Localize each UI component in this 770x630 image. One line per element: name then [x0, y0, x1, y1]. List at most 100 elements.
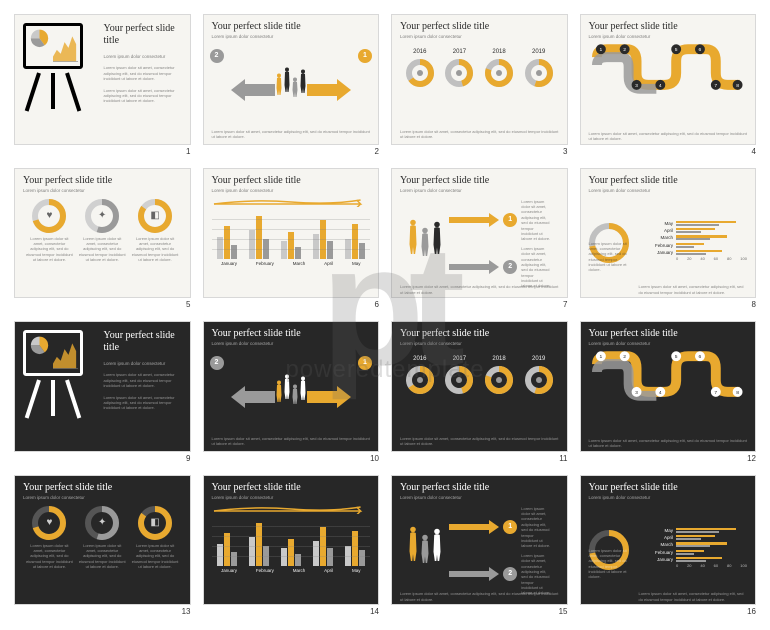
- radial-item: ◧Lorem ipsum dolor sit amet, consectetur…: [131, 506, 179, 570]
- item-text: Lorem ipsum dolor sit amet, consectetur …: [26, 543, 74, 570]
- badge-1: 1: [358, 356, 372, 370]
- slide-cell-6: Your perfect slide titleLorem ipsum dolo…: [203, 168, 380, 310]
- svg-text:8: 8: [736, 390, 739, 396]
- slide-title: Your perfect slide title: [400, 21, 559, 33]
- wave-path: 12345678: [589, 43, 748, 101]
- slide-cell-12: Your perfect slide titleLorem ipsum dolo…: [580, 321, 757, 463]
- slide-subtitle: Lorem ipsum dolor consectetur: [589, 188, 748, 193]
- body-text: Lorem ipsum dolor sit amet, consectetur …: [400, 284, 559, 295]
- slide-subtitle: Lorem ipsum dolor consectetur: [400, 34, 559, 39]
- badge-2: 2: [210, 356, 224, 370]
- year-donut: 2018: [485, 356, 513, 394]
- slide-cell-7: Your perfect slide titleLorem ipsum dolo…: [391, 168, 568, 310]
- heart-icon: ♥: [32, 199, 66, 233]
- slide-10[interactable]: Your perfect slide titleLorem ipsum dolo…: [203, 321, 380, 452]
- slide-number: 7: [391, 300, 568, 309]
- slide-cell-10: Your perfect slide titleLorem ipsum dolo…: [203, 321, 380, 463]
- slide-number: 3: [391, 147, 568, 156]
- arrow-text: Lorem ipsum dolor sit amet, consectetur …: [521, 506, 551, 549]
- badge-1: 1: [358, 49, 372, 63]
- donut-text: Lorem ipsum dolor sit amet, consectetur …: [589, 241, 629, 273]
- slide-subtitle: Lorem ipsum dolor consectetur: [23, 188, 182, 193]
- slide-body: ♥ Lorem ipsum dolor sit amet, consectetur…: [15, 195, 190, 294]
- svg-text:1: 1: [599, 47, 602, 53]
- slide-body: 2016 2017 2018 2019: [392, 348, 567, 447]
- slide-14[interactable]: Your perfect slide titleLorem ipsum dolo…: [203, 475, 380, 606]
- slide-title: Your perfect slide title: [23, 482, 182, 494]
- people-arrows: 1Lorem ipsum dolor sit amet, consectetur…: [400, 504, 559, 599]
- radial-icons: ♥ Lorem ipsum dolor sit amet, consectetur…: [23, 506, 182, 570]
- slide-title: Your perfect slide title: [23, 175, 182, 187]
- badge-2: 2: [210, 49, 224, 63]
- slide-cell-1: Your perfect slide title Lorem ipsum dolo…: [14, 14, 191, 156]
- year-donut: 2016: [406, 49, 434, 87]
- svg-text:4: 4: [658, 390, 661, 396]
- svg-text:3: 3: [635, 83, 638, 89]
- item-text: Lorem ipsum dolor sit amet, consectetur …: [131, 236, 179, 263]
- year-donut: 2018: [485, 49, 513, 87]
- body-text: Lorem ipsum dolor sit amet, consectetur …: [104, 395, 182, 411]
- x-ticks: 020406080100: [676, 564, 747, 569]
- body-text: Lorem ipsum dolor sit amet, consectetur …: [400, 436, 559, 447]
- slide-12[interactable]: Your perfect slide titleLorem ipsum dolo…: [580, 321, 757, 452]
- svg-text:8: 8: [736, 83, 739, 89]
- heart-icon: ♥: [32, 506, 66, 540]
- item-text: Lorem ipsum dolor sit amet, consectetur …: [26, 236, 74, 263]
- slide-number: 4: [580, 147, 757, 156]
- people-arrows: 1Lorem ipsum dolor sit amet, consectetur…: [400, 197, 559, 292]
- slide-body: 21: [204, 348, 379, 447]
- slide-body: 12345678: [581, 41, 756, 140]
- slide-15[interactable]: Your perfect slide title Lorem ipsum dolo…: [391, 475, 568, 606]
- slide-title: Your perfect slide title: [400, 482, 559, 494]
- item-text: Lorem ipsum dolor sit amet, consectetur …: [78, 236, 126, 263]
- trend-arrow: [212, 504, 371, 514]
- slide-number: 15: [391, 607, 568, 616]
- body-text: Lorem ipsum dolor sit amet, consectetur …: [639, 591, 748, 602]
- slide-title: Your perfect slide title: [104, 330, 182, 354]
- trend-arrow: [212, 197, 371, 207]
- slide-1[interactable]: Your perfect slide title Lorem ipsum dolo…: [14, 14, 191, 145]
- arrow-left: [231, 79, 275, 101]
- slide-body: 12345678: [581, 348, 756, 447]
- slide-title: Your perfect slide title: [400, 328, 559, 340]
- radial-item: ✦Lorem ipsum dolor sit amet, consectetur…: [78, 506, 126, 570]
- arrow-badge: 2: [503, 567, 517, 581]
- slide-6[interactable]: Your perfect slide titleLorem ipsum dolo…: [203, 168, 380, 299]
- arrow-text: Lorem ipsum dolor sit amet, consectetur …: [521, 199, 551, 242]
- slide-8[interactable]: Your perfect slide titleLorem ipsum dolo…: [580, 168, 757, 299]
- hbar-chart: May April March February January 0204060…: [651, 221, 747, 263]
- donut-text: Lorem ipsum dolor sit amet, consectetur …: [589, 548, 629, 580]
- slide-body: ♥ Lorem ipsum dolor sit amet, consectetur…: [15, 502, 190, 601]
- slide-13[interactable]: Your perfect slide title Lorem ipsum dolo…: [14, 475, 191, 606]
- slide-9[interactable]: Your perfect slide title Lorem ipsum dolo…: [14, 321, 191, 452]
- hbar-chart: May April March February January 0204060…: [651, 528, 747, 570]
- slide-cell-9: Your perfect slide title Lorem ipsum dolo…: [14, 321, 191, 463]
- item-text: Lorem ipsum dolor sit amet, consectetur …: [131, 543, 179, 570]
- slide-2[interactable]: Your perfect slide titleLorem ipsum dolo…: [203, 14, 380, 145]
- slide-cell-4: Your perfect slide titleLorem ipsum dolo…: [580, 14, 757, 156]
- arrow-text: Lorem ipsum dolor sit amet, consectetur …: [521, 246, 551, 289]
- slide-number: 13: [14, 607, 191, 616]
- body-text: Lorem ipsum dolor sit amet, consectetur …: [400, 129, 559, 140]
- slide-5[interactable]: Your perfect slide titleLorem ipsum dolo…: [14, 168, 191, 299]
- slide-3[interactable]: Your perfect slide titleLorem ipsum dolo…: [391, 14, 568, 145]
- svg-text:4: 4: [658, 83, 661, 89]
- slide-7[interactable]: Your perfect slide titleLorem ipsum dolo…: [391, 168, 568, 299]
- slide-11[interactable]: Your perfect slide title Lorem ipsum dolo…: [391, 321, 568, 452]
- slide-title: Your perfect slide title: [104, 23, 182, 47]
- bird-icon: ✦: [85, 199, 119, 233]
- slide-16[interactable]: Your perfect slide titleLorem ipsum dolo…: [580, 475, 757, 606]
- body-text: Lorem ipsum dolor sit amet, consectetur …: [104, 372, 182, 388]
- slide-number: 5: [14, 300, 191, 309]
- presentation-board: [23, 330, 83, 376]
- slide-number: 10: [203, 454, 380, 463]
- slide-4[interactable]: Your perfect slide titleLorem ipsum dolo…: [580, 14, 757, 145]
- body-text: Lorem ipsum dolor sit amet, consectetur …: [104, 88, 182, 104]
- slide-subtitle: Lorem ipsum dolor consectetur: [589, 341, 748, 346]
- photo-icon: ◧: [138, 199, 172, 233]
- slide-subtitle: Lorem ipsum dolor consectetur: [212, 495, 371, 500]
- body-text: Lorem ipsum dolor sit amet, consectetur …: [400, 591, 559, 602]
- arrow-text: Lorem ipsum dolor sit amet, consectetur …: [521, 553, 551, 596]
- svg-text:2: 2: [623, 354, 626, 360]
- slide-cell-14: Your perfect slide titleLorem ipsum dolo…: [203, 475, 380, 617]
